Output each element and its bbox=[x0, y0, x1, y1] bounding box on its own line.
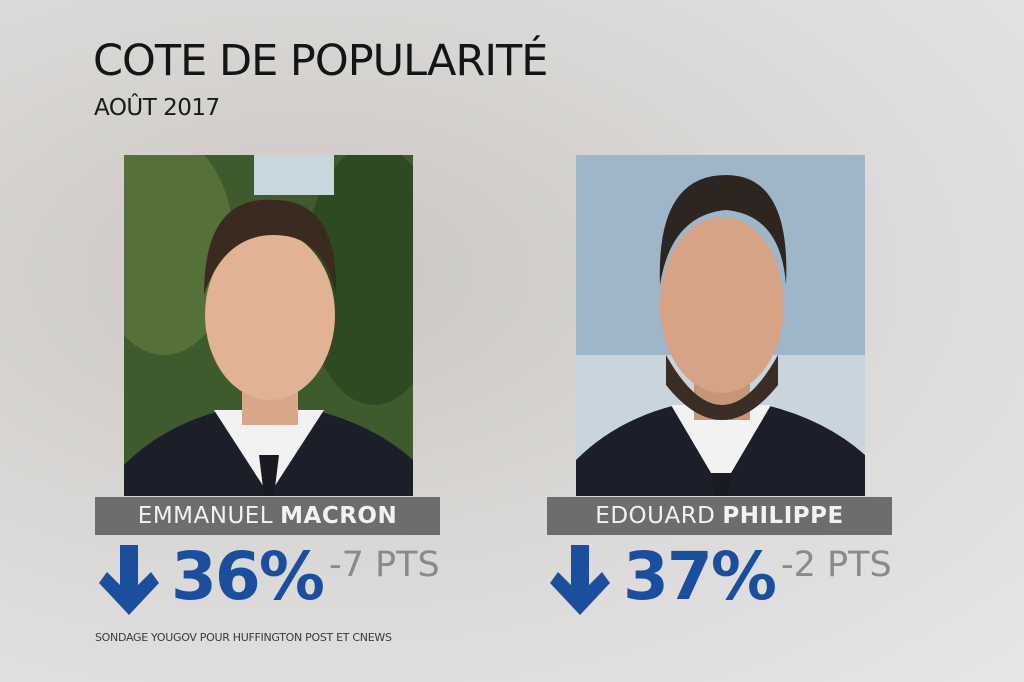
portrait-photo bbox=[124, 155, 413, 496]
name-bar: EMMANUEL MACRON bbox=[95, 497, 440, 535]
change: -7 PTS bbox=[329, 545, 440, 585]
change: -2 PTS bbox=[781, 545, 892, 585]
down-arrow bbox=[99, 545, 159, 615]
last-name: MACRON bbox=[280, 503, 398, 529]
first-name: EMMANUEL bbox=[137, 503, 274, 529]
title: COTE DE POPULARITÉ bbox=[93, 36, 548, 86]
portrait-photo bbox=[576, 155, 865, 496]
subtitle: AOÛT 2017 bbox=[94, 95, 220, 121]
first-name: EDOUARD bbox=[595, 503, 716, 529]
down-arrow bbox=[550, 545, 610, 615]
last-name: PHILIPPE bbox=[722, 503, 844, 529]
score: 37% bbox=[623, 538, 777, 615]
name-bar: EDOUARD PHILIPPE bbox=[547, 497, 892, 535]
score: 36% bbox=[171, 538, 325, 615]
source-note: SONDAGE YOUGOV POUR HUFFINGTON POST ET C… bbox=[95, 631, 392, 644]
